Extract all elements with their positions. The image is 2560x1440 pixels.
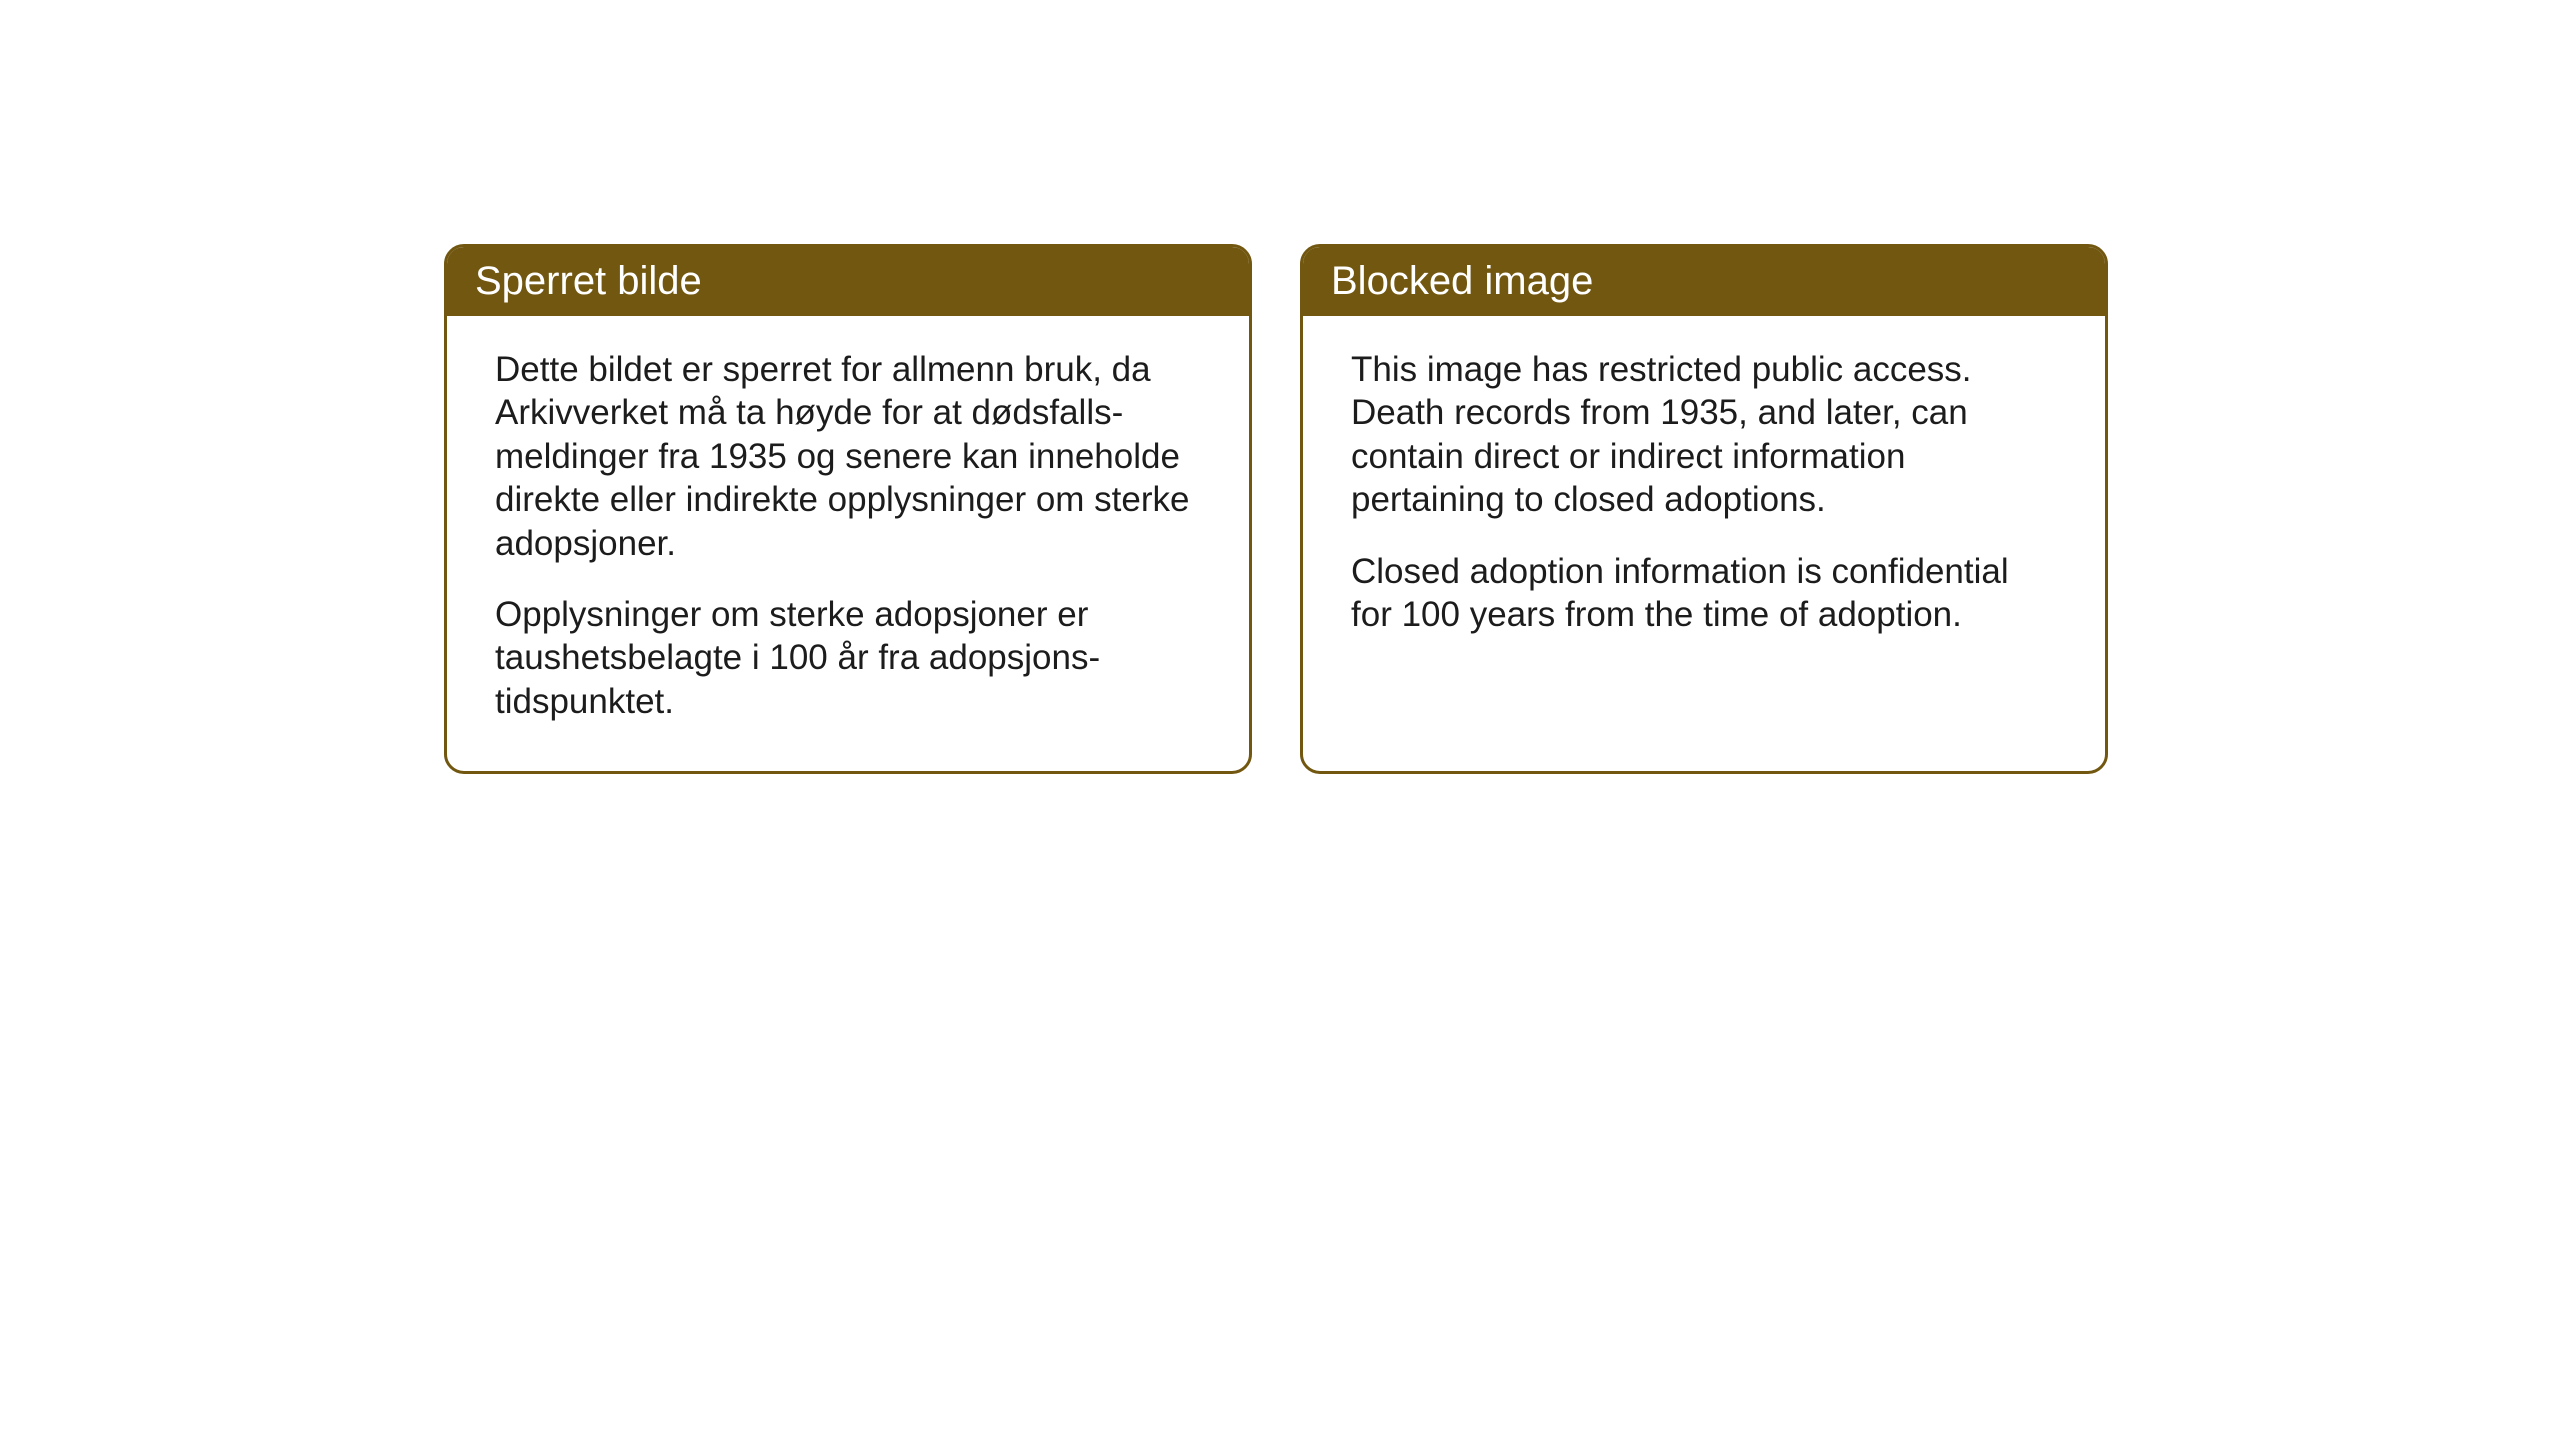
notice-card-english: Blocked image This image has restricted …: [1300, 244, 2108, 774]
notice-card-norwegian: Sperret bilde Dette bildet er sperret fo…: [444, 244, 1252, 774]
card-header-norwegian: Sperret bilde: [447, 247, 1249, 316]
card-paragraph-english-1: This image has restricted public access.…: [1351, 348, 2057, 522]
notice-container: Sperret bilde Dette bildet er sperret fo…: [444, 244, 2108, 774]
card-title-norwegian: Sperret bilde: [475, 259, 702, 303]
card-paragraph-english-2: Closed adoption information is confident…: [1351, 550, 2057, 637]
card-title-english: Blocked image: [1331, 259, 1593, 303]
card-body-english: This image has restricted public access.…: [1303, 316, 2105, 684]
card-header-english: Blocked image: [1303, 247, 2105, 316]
card-paragraph-norwegian-1: Dette bildet er sperret for allmenn bruk…: [495, 348, 1201, 565]
card-paragraph-norwegian-2: Opplysninger om sterke adopsjoner er tau…: [495, 593, 1201, 723]
card-body-norwegian: Dette bildet er sperret for allmenn bruk…: [447, 316, 1249, 771]
